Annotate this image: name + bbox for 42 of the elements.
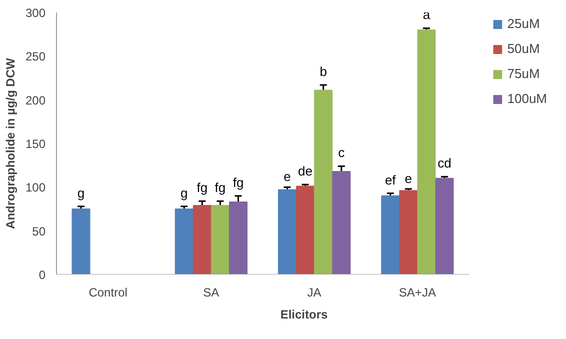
data-label: g [180,185,188,200]
data-label: e [284,169,291,184]
bar [278,189,296,274]
y-tick-label: 150 [25,137,46,151]
data-label: c [338,145,346,160]
y-tick-label: 250 [25,50,46,64]
legend-label: 75uM [507,66,540,81]
bar [314,90,333,274]
data-label: fg [196,180,208,196]
legend-label: 25uM [507,16,540,31]
bar [229,202,248,274]
x-tick-label: JA [307,286,322,300]
bar [332,170,351,274]
y-tick-label: 200 [25,93,46,108]
bar [210,205,230,274]
legend-label: 50uM [507,41,540,56]
data-label: fg [232,174,244,190]
bar [72,208,90,274]
y-tick-label: 100 [25,180,46,195]
y-axis-title: Andrographolide in µg/g DCW [3,57,18,229]
legend-label: 100uM [507,91,547,106]
bar [296,186,315,274]
bar [192,205,212,274]
bar [381,195,400,274]
bar [435,178,454,274]
data-label: ef [384,172,396,188]
data-label: g [77,185,85,200]
data-label: e [404,170,412,186]
bar [174,208,194,274]
data-label: cd [438,156,452,171]
data-label: fg [214,180,226,196]
data-label: b [320,64,327,79]
y-tick-label: 0 [38,268,46,282]
x-tick-label: SA [203,286,220,300]
y-tick-label: 50 [32,224,46,238]
bar [399,190,418,274]
x-axis-title: Elicitors [280,308,328,322]
x-tick-label: SA+JA [398,286,436,300]
data-label: de [298,164,313,179]
bar [417,29,436,274]
y-tick-label: 300 [25,6,46,20]
x-tick-label: Control [88,286,128,300]
